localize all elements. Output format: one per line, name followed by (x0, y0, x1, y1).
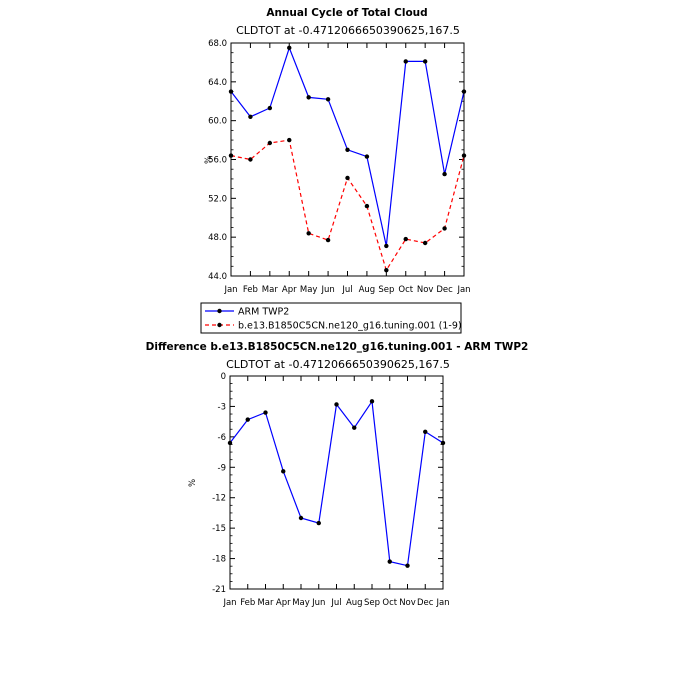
data-point (364, 203, 370, 209)
x-tick-label: Oct (382, 598, 397, 608)
data-point (316, 520, 321, 526)
legend-box (200, 302, 462, 334)
data-point (423, 429, 428, 434)
x-tick-label: Jan (222, 598, 236, 608)
y-tick-label: -3 (218, 402, 226, 412)
data-point (345, 147, 350, 152)
y-tick-label: 60.0 (208, 117, 227, 127)
data-point (384, 243, 389, 249)
y-axis-label: % (188, 479, 198, 487)
x-tick-label: Nov (399, 598, 416, 608)
data-point (334, 402, 339, 407)
data-point (325, 237, 331, 243)
data-point (442, 226, 447, 231)
series-line-1 (230, 139, 465, 272)
plot-area (228, 45, 467, 273)
x-tick-label: Aug (346, 598, 363, 608)
x-tick-label: Jun (320, 285, 334, 295)
y-tick-label: -21 (212, 585, 226, 595)
data-point (245, 417, 250, 422)
x-tick-label: Oct (398, 285, 413, 295)
x-tick-label: Nov (417, 285, 434, 295)
x-tick-label: Apr (276, 598, 291, 608)
y-axis-label: % (204, 156, 214, 164)
data-point (287, 137, 292, 143)
data-point (306, 231, 311, 236)
chart-subtitle: CLDTOT at -0.4712066650390625,167.5 (236, 24, 460, 37)
y-tick-label: 44.0 (208, 272, 227, 282)
y-tick-labels: 0 -3 -6 -9 -12 -15 -18 -21 (212, 372, 443, 595)
y-tick-label: 0 (221, 372, 226, 382)
y-tick-label: 64.0 (208, 78, 227, 88)
y-tick-label: -6 (218, 433, 226, 443)
legend: ARM TWP2 b.e13.B1850C5CN.ne120_g16.tunin… (200, 302, 462, 334)
y-tick-label: -12 (212, 494, 226, 504)
x-tick-label: Aug (359, 285, 376, 295)
legend-label-arm: ARM TWP2 (238, 307, 289, 318)
series-line-0 (230, 46, 465, 247)
plot-frame (230, 42, 465, 277)
legend-label-model: b.e13.B1850C5CN.ne120_g16.tuning.001 (1-… (238, 321, 462, 332)
data-point (364, 154, 370, 159)
x-tick-label: Jul (341, 285, 352, 295)
data-point (422, 59, 428, 64)
data-point (306, 95, 311, 100)
x-tick-label: Feb (240, 598, 255, 608)
legend-marker-model (217, 322, 222, 328)
data-point (384, 267, 389, 273)
x-tick-label: Sep (364, 598, 380, 608)
y-tick-label: -15 (212, 524, 226, 534)
data-point (267, 105, 273, 111)
y-tick-label: 52.0 (208, 194, 227, 204)
data-point (325, 97, 331, 102)
x-tick-label: Sep (378, 285, 394, 295)
data-point (248, 157, 253, 162)
y-tick-label: 56.0 (208, 156, 227, 166)
x-tick-label: May (292, 598, 310, 608)
x-tick-label: Apr (282, 285, 297, 295)
data-point (248, 114, 253, 119)
x-tick-label: Mar (257, 598, 274, 608)
x-tick-label: May (300, 285, 318, 295)
data-point (281, 469, 286, 474)
data-point (352, 425, 357, 430)
x-tick-label: Feb (243, 285, 258, 295)
y-tick-label: -18 (212, 555, 226, 565)
data-point (403, 236, 408, 242)
plot-area (227, 399, 446, 568)
x-tick-label: Jan (435, 598, 449, 608)
x-tick-label: Jul (330, 598, 341, 608)
chart-title: Annual Cycle of Total Cloud (266, 7, 427, 19)
data-point (422, 240, 428, 246)
data-point (405, 563, 410, 568)
x-tick-label: Jan (223, 285, 237, 295)
x-tick-label: Jan (456, 285, 470, 295)
annual-cycle-chart: Annual Cycle of Total Cloud CLDTOT at -0… (204, 7, 471, 295)
data-point (369, 399, 375, 404)
difference-chart: Difference b.e13.B1850C5CN.ne120_g16.tun… (146, 341, 529, 608)
x-tick-label: Jun (311, 598, 325, 608)
series-line-0 (229, 399, 444, 567)
y-tick-labels: 44.0 48.0 52.0 56.0 60.0 64.0 68.0 (208, 39, 464, 282)
y-tick-label: 48.0 (208, 233, 227, 243)
plot-frame (229, 375, 444, 590)
x-tick-label: Dec (436, 285, 453, 295)
chart-subtitle: CLDTOT at -0.4712066650390625,167.5 (226, 358, 450, 371)
x-tick-label: Mar (262, 285, 279, 295)
x-tick-labels: Jan Feb Mar Apr May Jun Jul Aug Sep Oct Nov Dec Jan (223, 43, 471, 295)
y-tick-label: 68.0 (208, 39, 227, 49)
legend-marker-arm (217, 308, 222, 314)
data-point (263, 410, 268, 415)
data-point (345, 175, 350, 181)
data-point (387, 559, 392, 564)
chart-title: Difference b.e13.B1850C5CN.ne120_g16.tun… (146, 341, 529, 353)
y-tick-label: -9 (218, 463, 226, 473)
data-point (403, 59, 408, 64)
data-point (298, 515, 304, 521)
data-point (442, 171, 447, 177)
data-point (267, 140, 273, 146)
x-tick-label: Dec (417, 598, 434, 608)
data-point (287, 45, 292, 51)
